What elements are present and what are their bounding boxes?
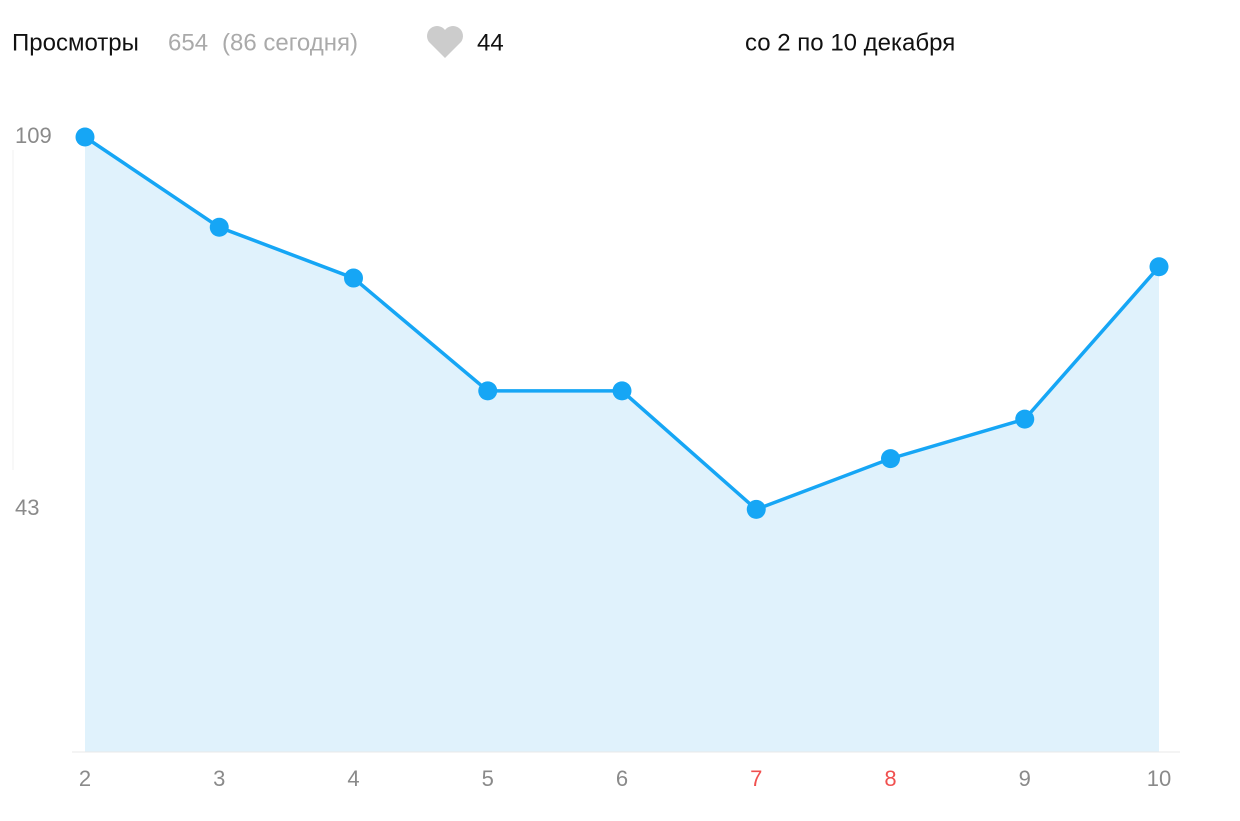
point xyxy=(75,127,95,147)
point xyxy=(612,381,632,401)
point xyxy=(344,268,363,288)
point xyxy=(746,499,766,519)
views-total: 654 xyxy=(168,29,208,56)
x-tick-label: 5 xyxy=(482,766,494,791)
point xyxy=(478,381,498,401)
x-tick-label: 10 xyxy=(1147,766,1171,791)
like-icon[interactable] xyxy=(427,26,463,58)
point xyxy=(1149,257,1169,277)
y-tick-label: 43 xyxy=(15,495,39,520)
x-tick-label: 6 xyxy=(616,766,628,791)
y-tick-label: 109 xyxy=(15,123,52,148)
point xyxy=(1015,409,1035,429)
point xyxy=(209,217,229,237)
x-tick-label: 7 xyxy=(750,766,762,791)
likes-count: 44 xyxy=(477,29,504,56)
area xyxy=(85,137,1159,752)
views-label: Просмотры xyxy=(12,29,139,56)
x-tick-label: 4 xyxy=(347,766,359,791)
x-tick-label: 3 xyxy=(213,766,225,791)
x-tick-label: 2 xyxy=(79,766,91,791)
period: со 2 по 10 декабря xyxy=(745,29,955,56)
x-tick-label: 9 xyxy=(1019,766,1031,791)
x-tick-label: 8 xyxy=(884,766,896,791)
point xyxy=(881,449,900,469)
views-today: (86 сегодня) xyxy=(222,29,358,56)
